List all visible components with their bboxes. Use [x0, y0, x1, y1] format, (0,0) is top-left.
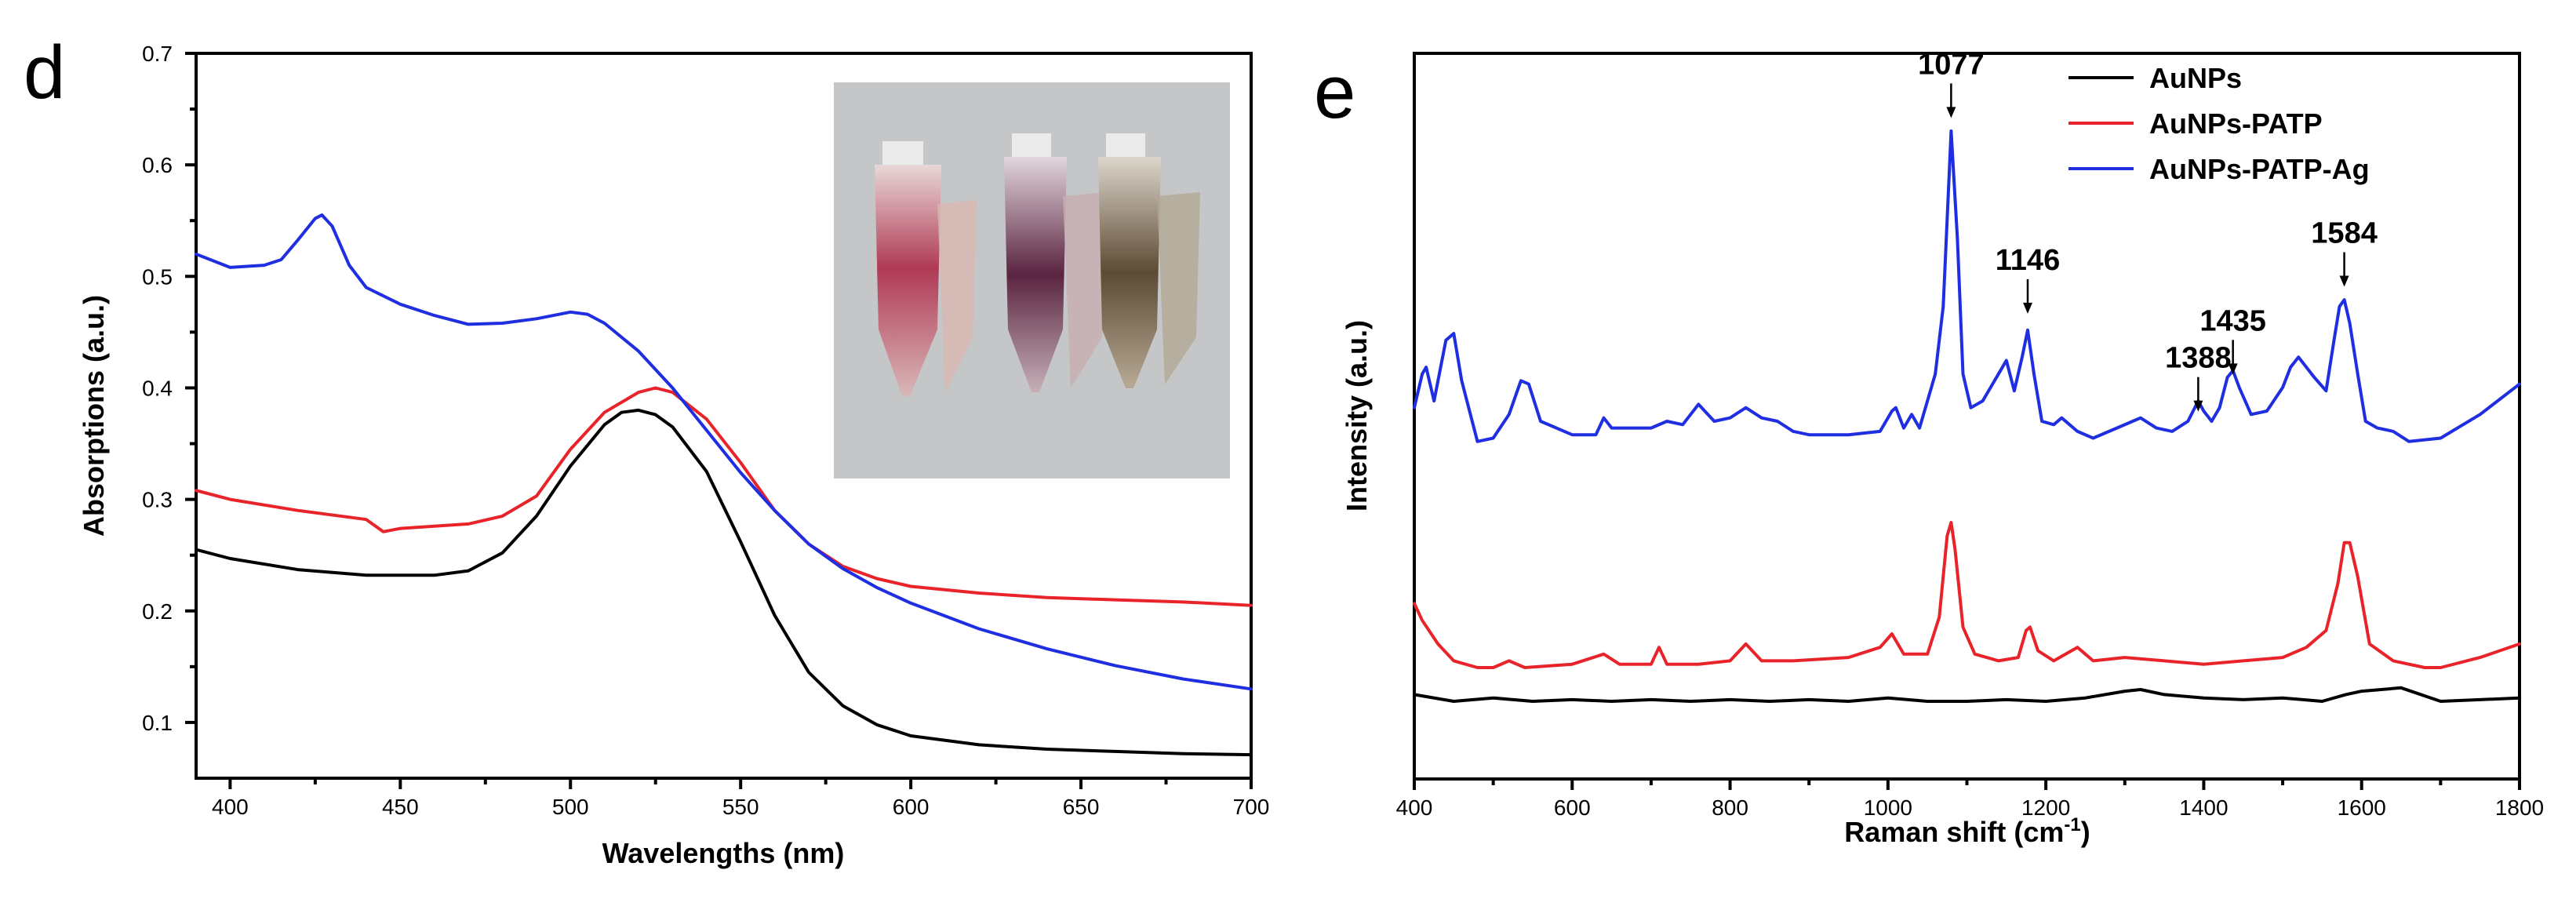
peak-label: 1435: [2199, 304, 2266, 337]
peak-label: 1388: [2165, 342, 2232, 375]
d-xtick-label: 600: [893, 795, 930, 819]
panel-d-ylabel: Absorptions (a.u.): [78, 295, 110, 537]
d-ytick-label: 0.6: [142, 153, 173, 177]
d-xtick-label: 500: [552, 795, 589, 819]
d-ytick-label: 0.2: [142, 599, 173, 624]
peak-label: 1077: [1918, 48, 1985, 81]
panel-d-axes: 400 450 500 550 600 650 700 0.1 0.2 0.3 0.4 0.5 0.6 0…: [142, 42, 1269, 819]
d-series-aunps-patp-ag: [195, 213, 1253, 691]
panel-d-plot-frame: [195, 52, 1253, 780]
panel-d: d: [24, 31, 1269, 869]
d-xtick-label: 650: [1063, 795, 1100, 819]
e-xtick-label: 1400: [2179, 795, 2228, 820]
e-series-aunps-patp: [1413, 521, 2521, 669]
d-ytick-label: 0.1: [142, 711, 173, 735]
e-xtick-label: 600: [1554, 795, 1591, 820]
legend-label-aunps-patp-ag: AuNPs-PATP-Ag: [2149, 153, 2370, 185]
panel-e-axes: 400 600 800 1000 1200 1400 1600 1800: [1396, 779, 2544, 820]
panel-d-xlabel: Wavelengths (nm): [602, 837, 845, 869]
peak-arrow-head: [2228, 363, 2238, 375]
e-series-aunps: [1413, 686, 2521, 703]
panel-e: e 400 600 800 1000 1200 1400 1600 1800 1077 1146…: [1314, 48, 2544, 848]
d-ytick-label: 0.4: [142, 376, 173, 400]
peak-1388: 1388: [2165, 342, 2232, 412]
e-xtick-label: 1600: [2338, 795, 2386, 820]
panel-e-ylabel: Intensity (a.u.): [1341, 320, 1373, 511]
tube-red: [875, 141, 977, 396]
d-xtick-label: 400: [212, 795, 249, 819]
d-ytick-label: 0.3: [142, 488, 173, 512]
inset-photo: [834, 82, 1230, 479]
e-series-aunps-patp-ag: [1413, 129, 2521, 443]
peak-1146: 1146: [1996, 244, 2060, 314]
d-ytick-label: 0.7: [142, 42, 173, 66]
e-xtick-label: 400: [1396, 795, 1433, 820]
panel-e-series: [1413, 129, 2521, 703]
e-xtick-label: 800: [1712, 795, 1748, 820]
d-xtick-label: 450: [382, 795, 419, 819]
peak-arrow-head: [1946, 107, 1956, 118]
panel-e-peak-annotations: 1077 1146 1388 1435 1584: [1918, 48, 2378, 412]
peak-label: 1584: [2311, 217, 2378, 249]
panel-d-series: [195, 213, 1253, 757]
e-xtick-label: 1000: [1864, 795, 1912, 820]
peak-label: 1146: [1996, 244, 2060, 277]
peak-1077: 1077: [1918, 48, 1985, 118]
e-xtick-label: 1800: [2495, 795, 2544, 820]
d-ytick-label: 0.5: [142, 264, 173, 289]
peak-arrow-head: [2339, 275, 2349, 287]
e-xtick-label: 1200: [2021, 795, 2070, 820]
tube-brown: [1098, 133, 1200, 388]
panel-e-xlabel: Raman shift (cm-1): [1844, 814, 2090, 848]
peak-1435: 1435: [2199, 304, 2266, 375]
peak-arrow-head: [2022, 302, 2032, 314]
panel-e-letter: e: [1314, 50, 1355, 134]
tube-purple: [1004, 133, 1106, 392]
d-xtick-label: 700: [1233, 795, 1270, 819]
d-series-aunps: [195, 408, 1253, 757]
peak-arrow-head: [2193, 400, 2203, 412]
panel-d-letter: d: [24, 31, 65, 115]
peak-1584: 1584: [2311, 217, 2378, 287]
legend-label-aunps: AuNPs: [2149, 62, 2242, 94]
panel-e-legend: AuNPs AuNPs-PATP AuNPs-PATP-Ag: [2068, 62, 2370, 185]
d-xtick-label: 550: [722, 795, 759, 819]
d-series-aunps-patp: [195, 386, 1253, 607]
legend-label-aunps-patp: AuNPs-PATP: [2149, 107, 2323, 140]
